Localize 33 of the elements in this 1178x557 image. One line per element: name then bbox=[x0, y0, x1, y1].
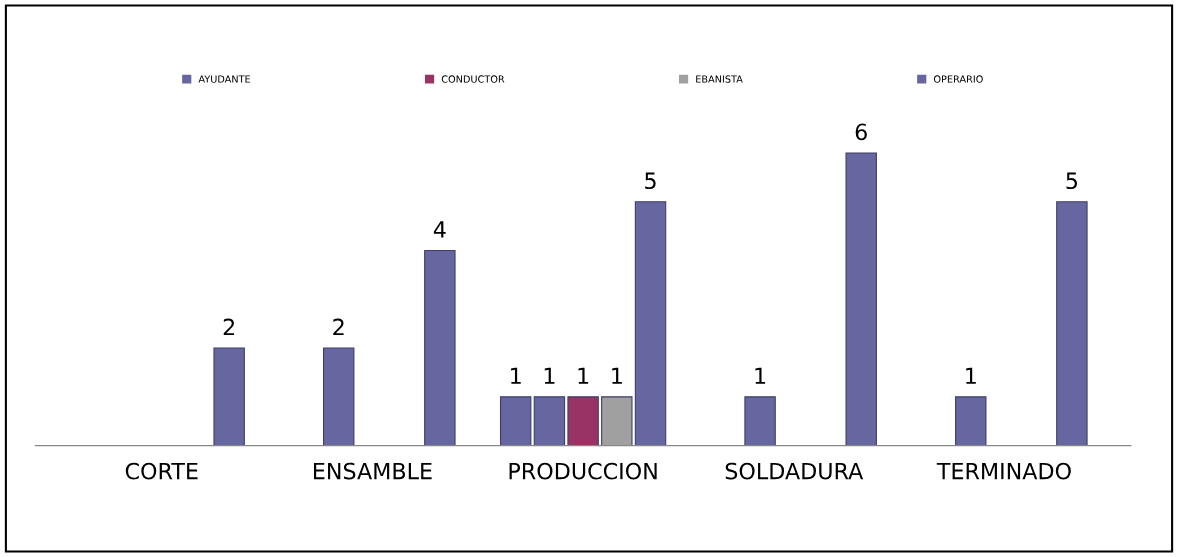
x-tick-label: CORTE bbox=[125, 462, 198, 480]
legend-label: AYUDANTE bbox=[198, 75, 251, 83]
data-label: 5 bbox=[1066, 172, 1078, 190]
legend-label: CONDUCTOR bbox=[441, 75, 505, 83]
data-label: 1 bbox=[578, 367, 589, 384]
bar bbox=[567, 396, 599, 446]
x-tick-label: ENSAMBLE bbox=[313, 462, 432, 480]
x-tick-label: TERMINADO bbox=[936, 462, 1071, 480]
bar bbox=[955, 396, 987, 446]
bar bbox=[845, 152, 877, 446]
x-tick-label: PRODUCCION bbox=[509, 462, 657, 480]
bar bbox=[424, 249, 456, 446]
legend-label: EBANISTA bbox=[696, 75, 743, 83]
bar bbox=[322, 347, 355, 446]
bar bbox=[634, 201, 667, 446]
data-label: 1 bbox=[755, 367, 766, 384]
bar bbox=[744, 396, 776, 446]
data-label: 4 bbox=[433, 221, 446, 238]
data-label: 2 bbox=[223, 318, 235, 336]
bar bbox=[601, 396, 633, 446]
bar bbox=[1056, 201, 1088, 446]
data-label: 1 bbox=[511, 367, 521, 384]
data-label: 1 bbox=[612, 367, 622, 384]
data-label: 6 bbox=[855, 123, 867, 141]
data-label: 5 bbox=[645, 172, 656, 190]
data-label: 2 bbox=[333, 318, 344, 336]
data-label: 1 bbox=[966, 367, 976, 384]
legend-label: OPERARIO bbox=[933, 75, 983, 83]
bar bbox=[533, 396, 566, 446]
bar bbox=[499, 396, 532, 446]
x-tick-label: SOLDADURA bbox=[725, 462, 864, 480]
bar bbox=[213, 347, 245, 446]
data-label: 1 bbox=[544, 367, 555, 384]
